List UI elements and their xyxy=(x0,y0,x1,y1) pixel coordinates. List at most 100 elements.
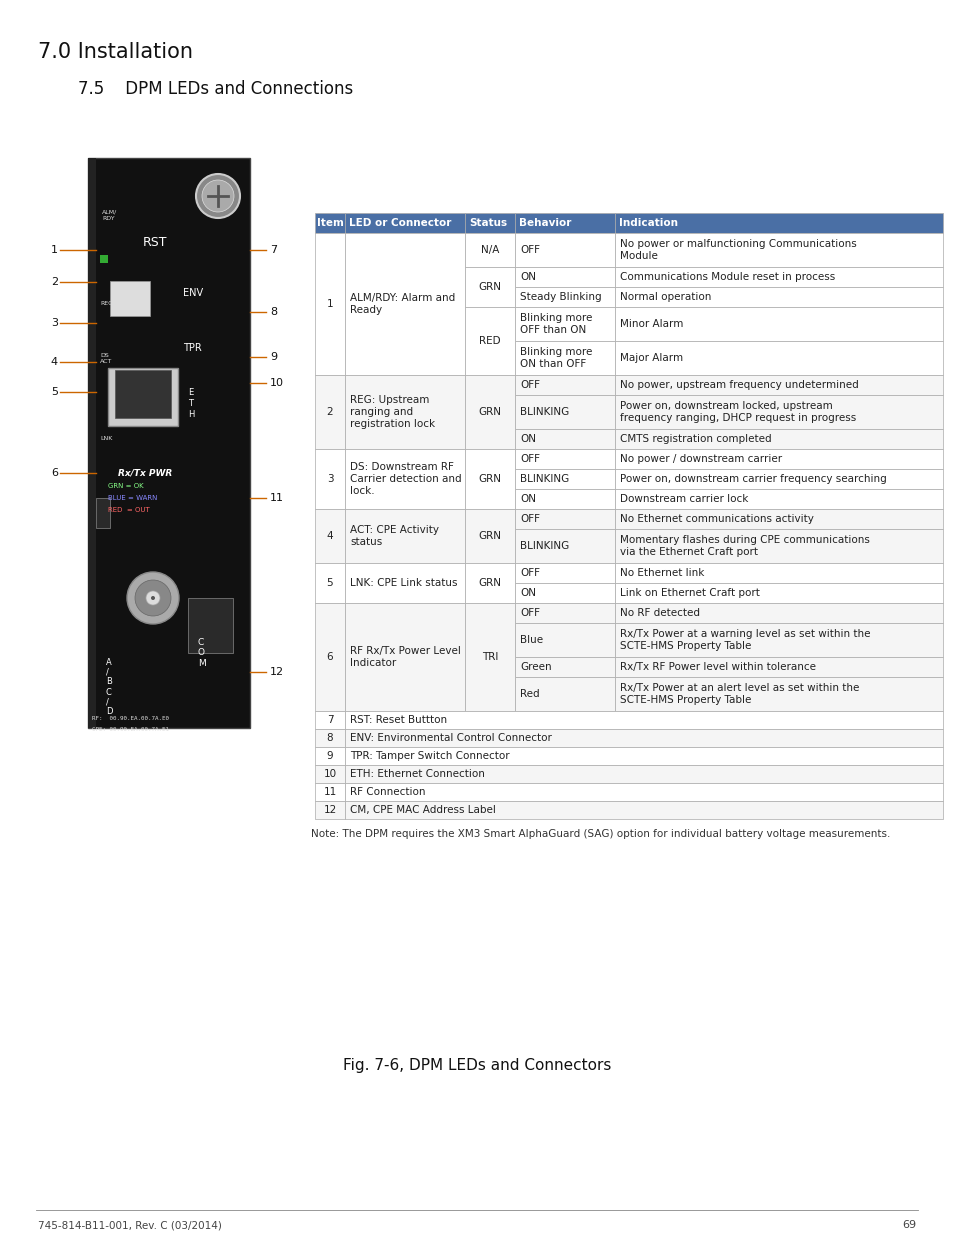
Text: 1: 1 xyxy=(326,299,333,309)
Text: ENV: ENV xyxy=(183,288,203,298)
Bar xyxy=(314,711,345,729)
Text: GRN: GRN xyxy=(478,408,501,417)
Bar xyxy=(345,783,942,802)
Text: No power or malfunctioning Communications
Module: No power or malfunctioning Communication… xyxy=(619,240,856,261)
Text: 6: 6 xyxy=(51,468,58,478)
Bar xyxy=(515,375,615,395)
Circle shape xyxy=(151,597,154,600)
Text: OFF: OFF xyxy=(519,454,539,464)
Text: OFF: OFF xyxy=(519,568,539,578)
Bar xyxy=(345,603,464,711)
Text: GRN: GRN xyxy=(478,282,501,291)
Text: CPE: 00.90.EA.00.7A.E1: CPE: 00.90.EA.00.7A.E1 xyxy=(91,727,169,732)
Text: RF Rx/Tx Power Level
Indicator: RF Rx/Tx Power Level Indicator xyxy=(350,646,460,668)
Text: No Ethernet link: No Ethernet link xyxy=(619,568,703,578)
Bar xyxy=(464,308,515,375)
Bar xyxy=(615,603,942,622)
Text: TRI: TRI xyxy=(481,652,497,662)
Bar xyxy=(515,267,615,287)
Text: ACT: CPE Activity
status: ACT: CPE Activity status xyxy=(350,525,438,547)
Bar xyxy=(115,370,171,417)
Text: ETH: Ethernet Connection: ETH: Ethernet Connection xyxy=(350,769,484,779)
Bar xyxy=(615,212,942,233)
Bar xyxy=(88,158,250,727)
Text: 69: 69 xyxy=(901,1220,915,1230)
Text: 6: 6 xyxy=(326,652,333,662)
Text: N/A: N/A xyxy=(480,245,498,254)
Text: 8: 8 xyxy=(270,308,276,317)
Bar xyxy=(314,783,345,802)
Bar xyxy=(515,233,615,267)
Bar xyxy=(615,450,942,469)
Text: GRN: GRN xyxy=(478,474,501,484)
Text: 7.0 Installation: 7.0 Installation xyxy=(38,42,193,62)
Bar xyxy=(464,375,515,450)
Bar xyxy=(314,212,345,233)
Bar xyxy=(100,254,108,263)
Text: A
/
B: A / B xyxy=(106,658,112,687)
Bar xyxy=(615,375,942,395)
Text: Rx/Tx Power at an alert level as set within the
SCTE-HMS Property Table: Rx/Tx Power at an alert level as set wit… xyxy=(619,683,859,705)
Text: DS: Downstream RF
Carrier detection and
lock.: DS: Downstream RF Carrier detection and … xyxy=(350,462,461,495)
Bar xyxy=(615,308,942,341)
Text: ON: ON xyxy=(519,433,536,445)
Circle shape xyxy=(195,174,240,219)
Text: C
O
M: C O M xyxy=(198,638,206,668)
Text: RF:  00.90.EA.00.7A.E0: RF: 00.90.EA.00.7A.E0 xyxy=(91,716,169,721)
Bar xyxy=(108,368,178,426)
Bar xyxy=(515,622,615,657)
Text: RED  = OUT: RED = OUT xyxy=(108,508,150,513)
Bar xyxy=(515,287,615,308)
Bar xyxy=(615,341,942,375)
Text: 11: 11 xyxy=(270,493,284,503)
Bar xyxy=(515,603,615,622)
Text: Behavior: Behavior xyxy=(518,219,571,228)
Bar xyxy=(515,429,615,450)
Text: LNK: LNK xyxy=(100,436,112,441)
Text: BLINKING: BLINKING xyxy=(519,541,569,551)
Text: Blue: Blue xyxy=(519,635,542,645)
Text: OFF: OFF xyxy=(519,245,539,254)
Text: C
/
D: C / D xyxy=(106,688,112,716)
Text: BLINKING: BLINKING xyxy=(519,408,569,417)
Bar xyxy=(515,489,615,509)
Bar xyxy=(615,563,942,583)
Bar xyxy=(345,450,464,509)
Text: CMTS registration completed: CMTS registration completed xyxy=(619,433,771,445)
Text: GRN: GRN xyxy=(478,578,501,588)
Text: 3: 3 xyxy=(326,474,333,484)
Text: Status: Status xyxy=(469,219,507,228)
Bar xyxy=(345,375,464,450)
Text: 8: 8 xyxy=(326,734,333,743)
Bar xyxy=(345,764,942,783)
Text: Item: Item xyxy=(316,219,343,228)
Bar xyxy=(314,375,345,450)
Bar xyxy=(314,729,345,747)
Text: Note: The DPM requires the XM3 Smart AlphaGuard (SAG) option for individual batt: Note: The DPM requires the XM3 Smart Alp… xyxy=(311,829,889,839)
Text: OFF: OFF xyxy=(519,514,539,524)
Bar xyxy=(110,282,150,316)
Bar xyxy=(615,509,942,529)
Bar xyxy=(515,529,615,563)
Text: Communications Module reset in process: Communications Module reset in process xyxy=(619,272,835,282)
Text: BLUE = WARN: BLUE = WARN xyxy=(108,495,157,501)
Text: REG: REG xyxy=(100,301,112,306)
Bar xyxy=(345,802,942,819)
Circle shape xyxy=(135,580,171,616)
Text: 10: 10 xyxy=(270,378,284,388)
Text: Rx/Tx Power at a warning level as set within the
SCTE-HMS Property Table: Rx/Tx Power at a warning level as set wi… xyxy=(619,629,869,651)
Bar xyxy=(314,764,345,783)
Text: Rx/Tx RF Power level within tolerance: Rx/Tx RF Power level within tolerance xyxy=(619,662,815,672)
Bar xyxy=(314,563,345,603)
Text: 11: 11 xyxy=(323,787,336,797)
Text: 4: 4 xyxy=(51,357,58,367)
Bar xyxy=(615,529,942,563)
Text: OFF: OFF xyxy=(519,608,539,618)
Text: CM, CPE MAC Address Label: CM, CPE MAC Address Label xyxy=(350,805,496,815)
Text: Fig. 7-6, DPM LEDs and Connectors: Fig. 7-6, DPM LEDs and Connectors xyxy=(342,1058,611,1073)
Text: TPR: TPR xyxy=(183,343,201,353)
Text: GRN = OK: GRN = OK xyxy=(108,483,144,489)
Text: 9: 9 xyxy=(270,352,276,362)
Text: 7.5    DPM LEDs and Connections: 7.5 DPM LEDs and Connections xyxy=(78,80,353,98)
Bar xyxy=(515,583,615,603)
